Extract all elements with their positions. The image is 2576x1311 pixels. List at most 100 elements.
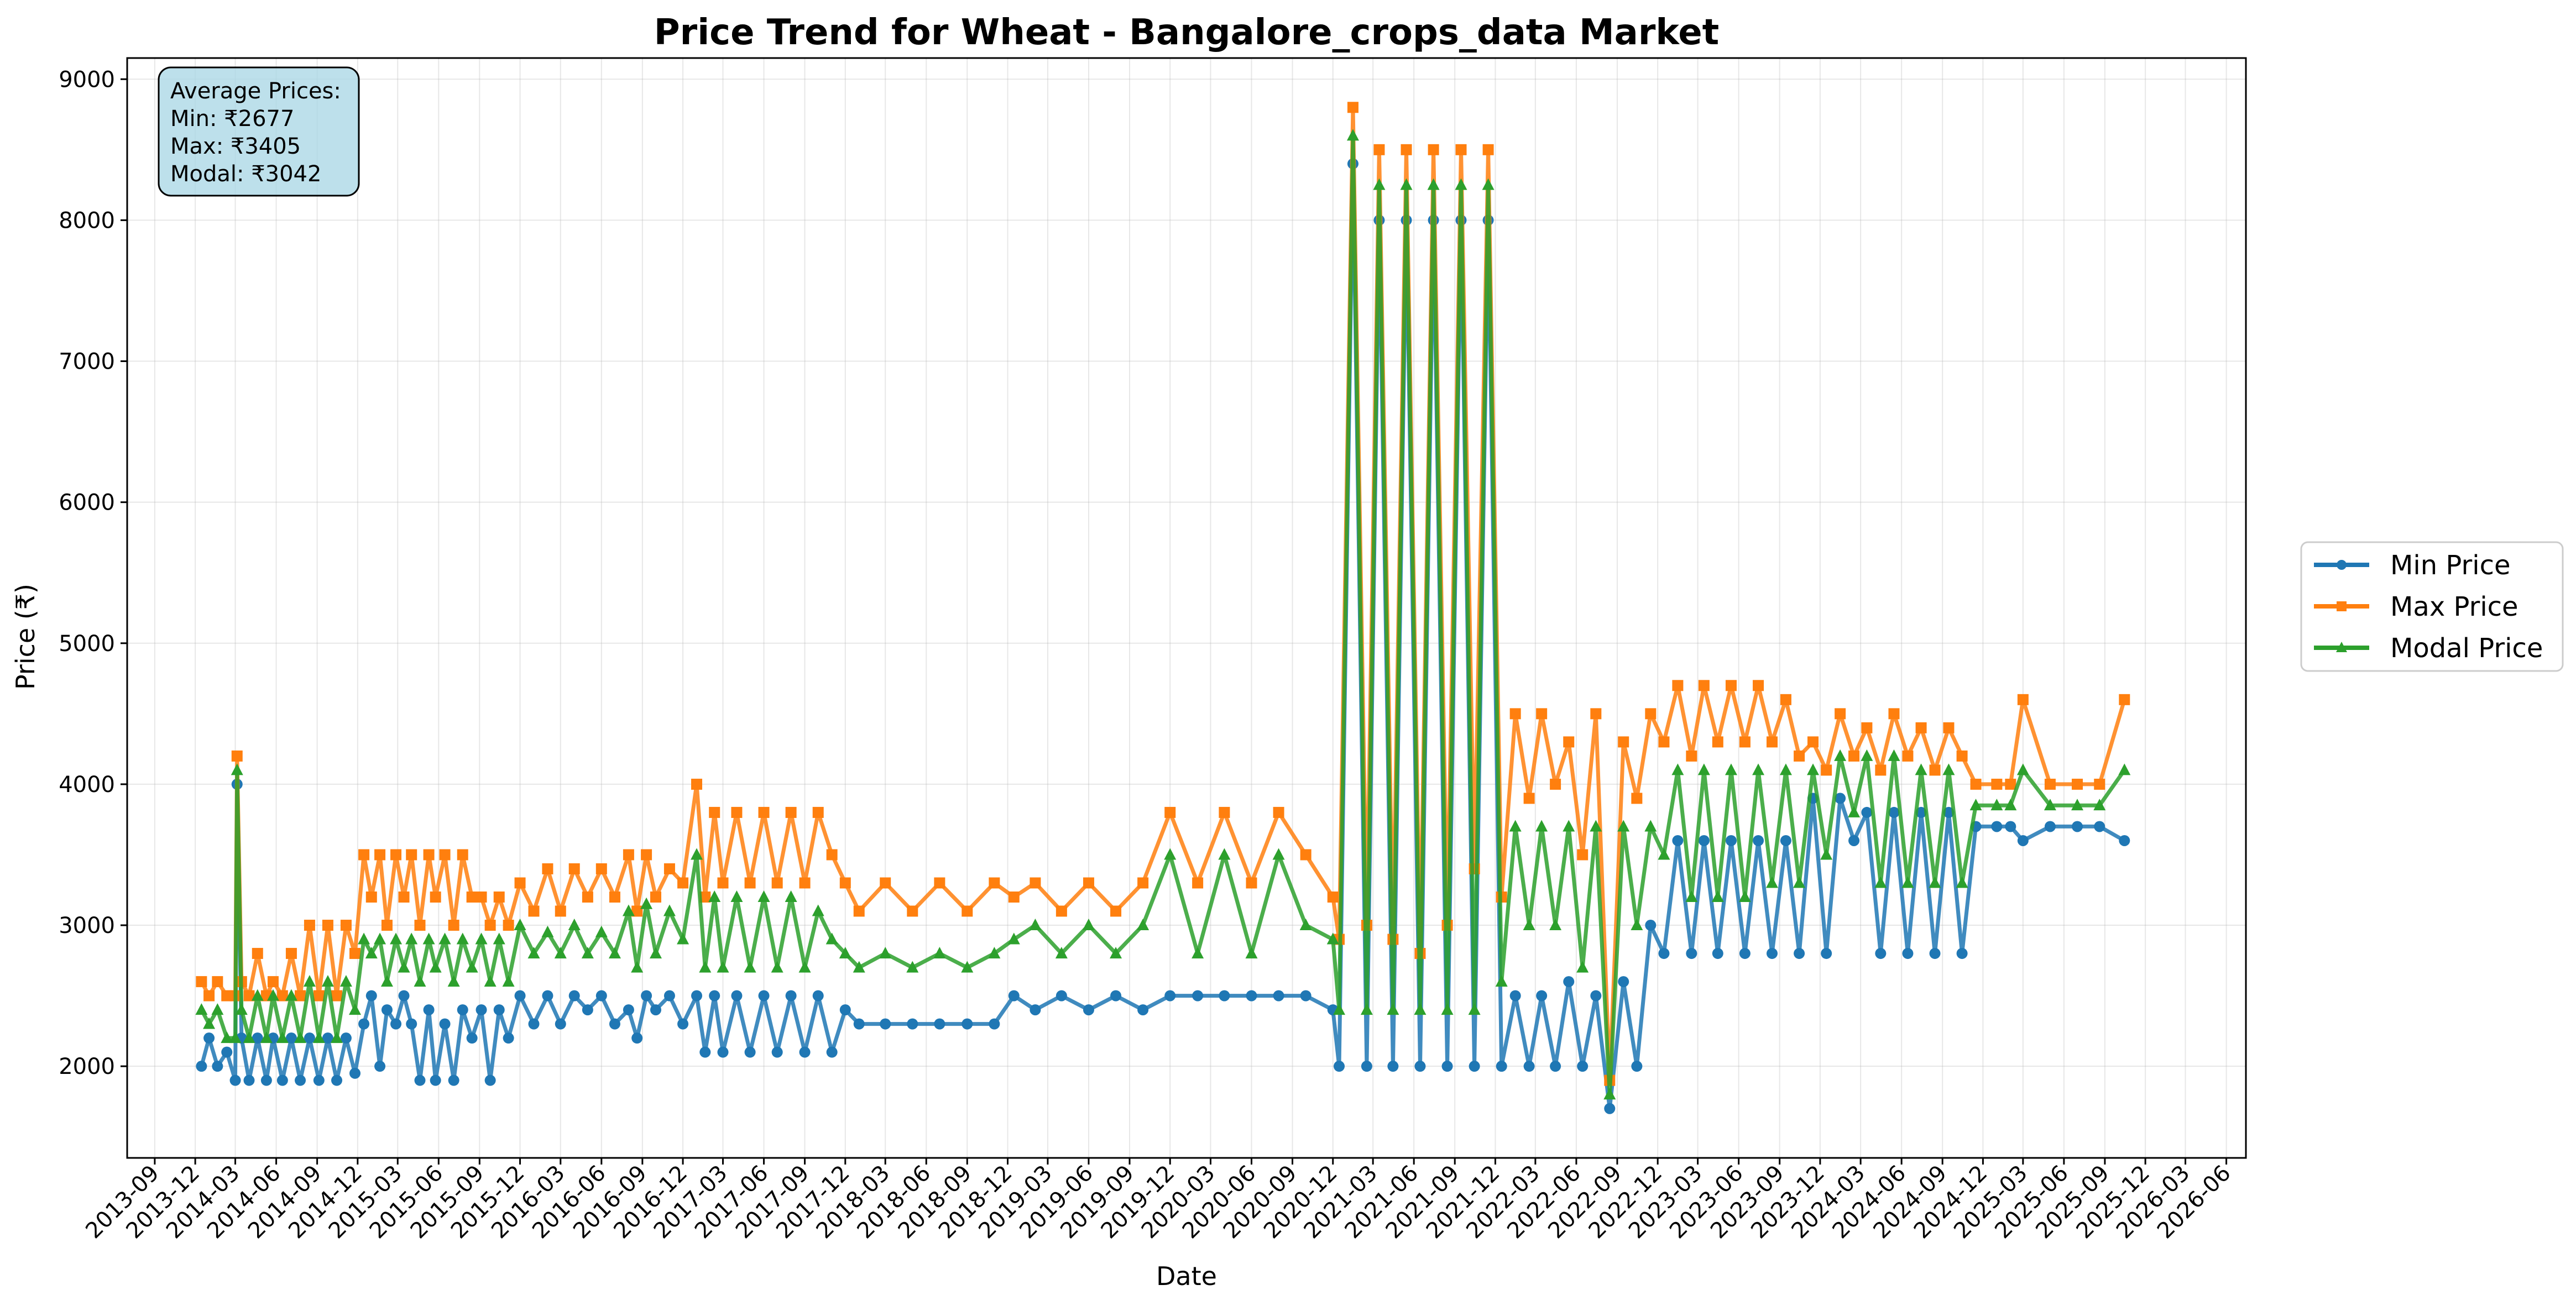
data-point-modal-price [447,975,460,987]
data-point-max-price [1110,905,1122,917]
data-point-modal-price [798,961,811,973]
data-point-max-price [1083,877,1094,889]
data-point-min-price [304,1032,315,1044]
data-point-max-price [1300,849,1311,861]
data-point-min-price [1780,835,1791,846]
data-point-modal-price [1956,876,1968,888]
data-point-max-price [374,849,386,861]
stats-min: Min: ₹2677 [170,106,294,132]
legend: Min Price Max Price Modal Price [2300,541,2564,672]
data-point-modal-price [1468,1003,1481,1015]
data-point-min-price [1590,990,1602,1001]
data-point-modal-price [1631,919,1643,931]
data-point-min-price [313,1074,325,1086]
data-point-min-price [1030,1004,1041,1016]
stats-max: Max: ₹3405 [170,134,301,159]
data-point-modal-price [961,961,974,973]
data-point-modal-price [1055,947,1068,959]
data-point-modal-price [514,919,526,931]
data-point-max-price [582,892,593,903]
data-point-modal-price [1576,961,1589,973]
plot-background [127,58,2246,1158]
data-point-min-price [423,1004,435,1016]
data-point-min-price [758,990,770,1001]
data-point-max-price [853,905,865,917]
data-point-min-price [771,1046,783,1058]
data-point-max-price [826,849,838,861]
data-point-min-price [1509,990,1521,1001]
data-point-max-price [717,877,729,889]
data-point-modal-price [243,1031,255,1043]
data-point-modal-price [677,932,689,945]
data-point-modal-price [1110,947,1122,959]
series-layer [195,102,2131,1114]
data-point-modal-price [608,947,621,959]
data-point-min-price [1753,835,1764,846]
data-point-min-price [699,1046,711,1058]
data-point-modal-price [1029,919,1042,931]
data-point-modal-price [331,1031,343,1043]
data-point-max-price [304,920,315,931]
data-point-modal-price [663,904,676,916]
data-point-max-price [1590,708,1602,720]
data-point-modal-price [1082,919,1095,931]
data-point-min-price [1861,806,1873,818]
data-point-min-price [1361,1061,1372,1072]
data-point-min-price [1902,948,1914,959]
data-point-modal-price [1164,848,1177,860]
y-tick-label: 2000 [59,1054,115,1079]
data-point-max-price [1645,708,1657,720]
y-axis-ticks: 2000 3000 4000 5000 6000 7000 8000 9000 [59,67,127,1079]
data-point-min-price [285,1032,297,1044]
data-point-min-price [1766,948,1778,959]
data-point-max-price [1698,680,1710,691]
data-point-min-price [514,990,526,1001]
stats-modal: Modal: ₹3042 [170,161,321,187]
data-point-min-price [358,1018,370,1030]
data-point-min-price [1875,948,1887,959]
data-point-min-price [503,1032,514,1044]
data-point-modal-price [1888,749,1900,761]
data-point-max-price [1821,764,1832,776]
data-point-max-price [398,892,410,903]
data-point-modal-price [1915,763,1927,775]
legend-frame [2300,541,2564,672]
data-point-modal-price [1793,876,1806,888]
data-point-max-price [663,863,675,874]
data-point-max-price [677,877,689,889]
data-point-max-price [476,892,487,903]
data-point-modal-price [1711,890,1724,903]
data-point-max-price [1008,892,1020,903]
data-point-modal-price [1738,890,1751,903]
y-tick-label: 8000 [59,208,115,233]
data-point-modal-price [221,1031,233,1043]
data-point-max-price [1902,750,1914,762]
data-point-modal-price [1326,932,1339,945]
data-point-max-price [2072,778,2083,790]
data-point-min-price [2119,835,2130,846]
data-point-max-price [1686,750,1697,762]
data-point-max-price [414,920,426,931]
data-point-min-price [528,1018,540,1030]
data-point-min-price [1725,835,1737,846]
data-point-max-price [243,990,255,1001]
data-point-min-price [650,1004,661,1016]
legend-modal-label: Modal Price [2390,633,2543,664]
data-point-modal-price [527,947,540,959]
data-point-max-price [514,877,526,889]
data-point-modal-price [321,975,334,987]
data-point-max-price [1401,144,1412,155]
data-point-min-price [631,1032,643,1044]
y-tick-label: 4000 [59,772,115,798]
data-point-modal-price [231,763,243,775]
data-point-max-price [1482,144,1494,155]
data-point-modal-price [365,947,378,959]
data-point-min-price [1414,1061,1426,1072]
data-point-modal-price [1779,763,1792,775]
data-point-max-price [1794,750,1805,762]
data-point-modal-price [195,1003,208,1015]
data-point-modal-price [839,947,851,959]
data-point-max-price [276,990,288,1001]
